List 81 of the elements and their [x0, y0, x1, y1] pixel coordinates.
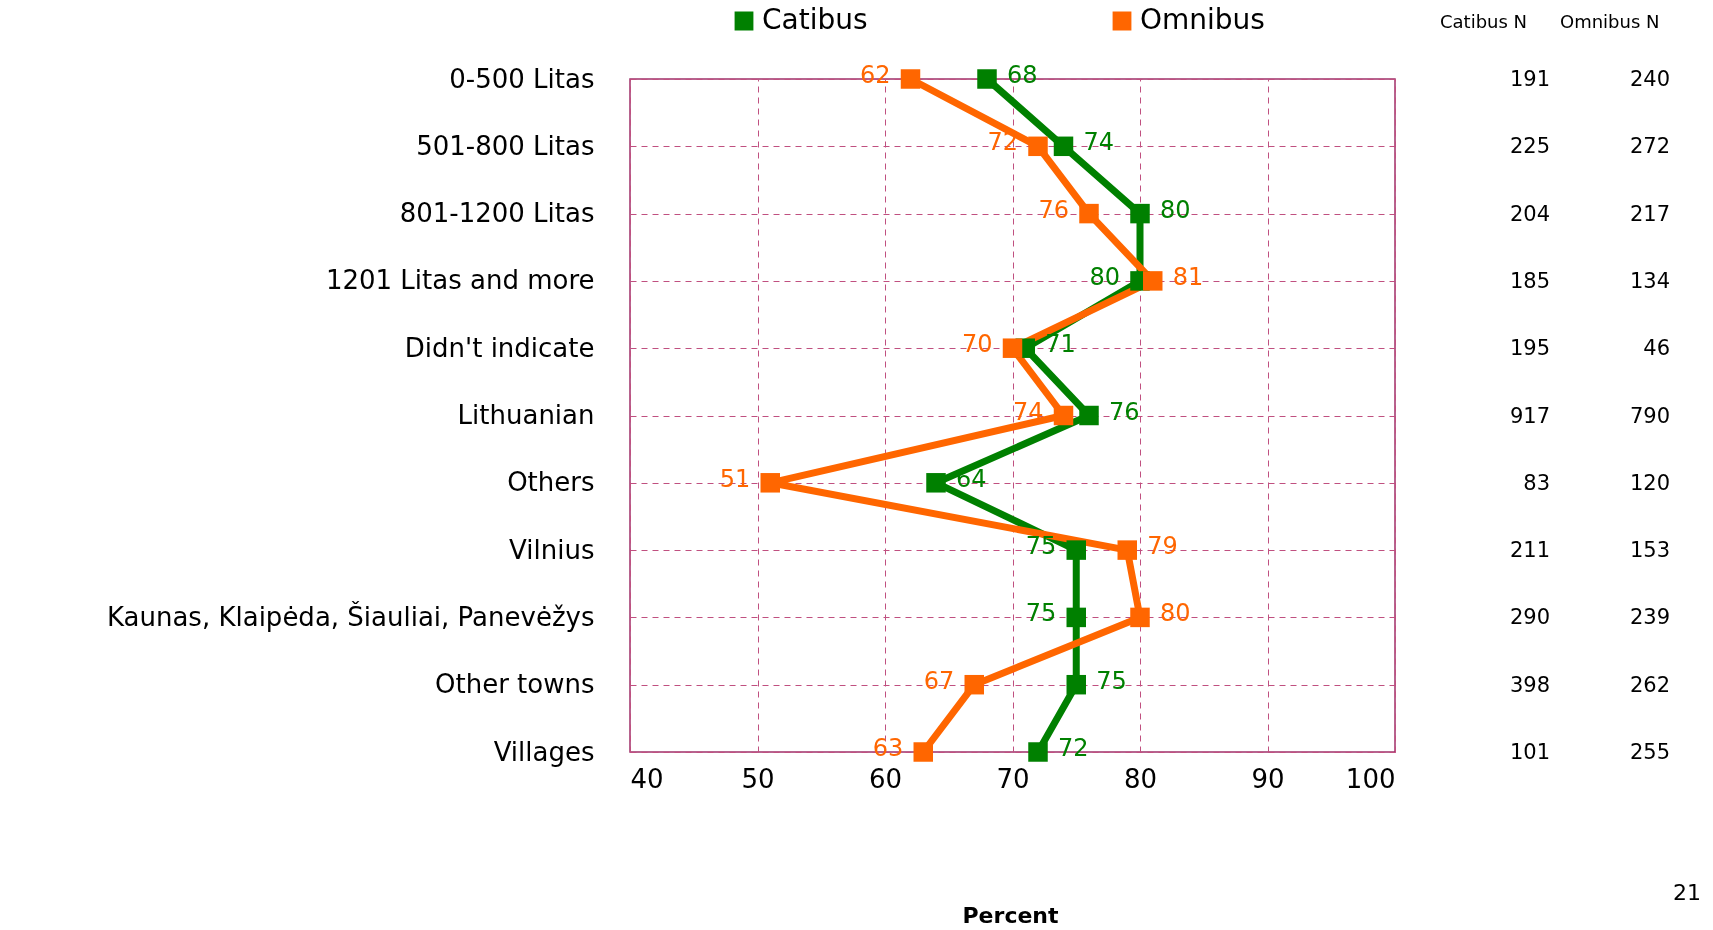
data-label: 76: [1109, 397, 1140, 426]
legend-label: Omnibus: [1140, 3, 1265, 36]
y-tick-label: Villages: [493, 736, 595, 767]
data-label: 80: [1160, 599, 1191, 628]
data-label: 75: [1096, 666, 1127, 695]
data-label: 74: [1083, 128, 1115, 157]
y-tick-label: 501-800 Litas: [416, 130, 595, 161]
data-label: 74: [1012, 397, 1044, 426]
x-tick-label: 80: [1123, 763, 1158, 794]
point: [977, 69, 997, 89]
point: [1066, 674, 1086, 695]
y-tick-label: 801-1200 Litas: [399, 198, 595, 229]
text: 272: [1628, 134, 1670, 159]
text: 398: [1508, 672, 1550, 697]
text: Percent: [962, 903, 1059, 928]
point: [1079, 203, 1099, 224]
text: 239: [1628, 605, 1670, 630]
y-tick-label: 0-500 Litas: [449, 63, 595, 94]
point: [760, 473, 780, 493]
data-label: 67: [923, 666, 955, 695]
x-tick-label: 100: [1345, 763, 1396, 794]
data-label: 76: [1038, 195, 1069, 224]
text: 101: [1508, 740, 1550, 764]
text: 191: [1508, 67, 1550, 91]
point: [1053, 136, 1074, 157]
point: [1066, 607, 1086, 628]
data-label: 80: [1089, 262, 1120, 291]
text: 255: [1628, 740, 1670, 764]
point: [1028, 742, 1048, 762]
data-label: 79: [1147, 532, 1178, 561]
text: 211: [1508, 538, 1550, 563]
text: 83: [1522, 470, 1550, 495]
point: [1143, 271, 1163, 291]
data-label: 80: [1160, 195, 1191, 224]
x-tick-label: 90: [1251, 763, 1285, 794]
point: [913, 742, 933, 762]
text: 195: [1508, 336, 1550, 361]
point: [1002, 338, 1023, 358]
point: [1130, 607, 1150, 628]
point: [1066, 540, 1086, 560]
text: 204: [1508, 201, 1550, 226]
x-tick-label: 40: [630, 763, 664, 794]
text: 790: [1628, 403, 1670, 428]
data-label: 75: [1025, 599, 1057, 628]
y-tick-label: 1201 Litas and more: [325, 265, 595, 296]
x-tick-label: 70: [996, 763, 1030, 794]
text: 290: [1508, 605, 1550, 630]
point: [900, 69, 921, 89]
data-label: 70: [961, 330, 993, 359]
y-tick-label: Lithuanian: [457, 400, 595, 430]
text: 217: [1628, 201, 1670, 226]
text: 46: [1642, 336, 1670, 361]
text: 120: [1628, 470, 1670, 495]
data-label: 75: [1025, 532, 1057, 561]
x-tick-label: 60: [868, 763, 903, 794]
y-tick-label: Kaunas, Klaipėda, Šiauliai, Panevėžys: [106, 600, 595, 632]
point: [1028, 136, 1048, 157]
text: 185: [1508, 268, 1550, 293]
text: 262: [1628, 672, 1670, 697]
point: [1117, 540, 1137, 560]
point: [964, 674, 984, 695]
y-tick-label: Other towns: [435, 669, 595, 700]
text: Catibus N: [1440, 11, 1528, 32]
x-tick-label: 50: [741, 763, 775, 794]
text: 21: [1673, 880, 1701, 905]
text: 917: [1508, 403, 1550, 428]
text: 153: [1628, 538, 1670, 563]
y-tick-label: Vilnius: [509, 534, 595, 565]
point: [1079, 405, 1099, 426]
text: 225: [1508, 134, 1550, 159]
legend-label: Catibus: [762, 3, 868, 36]
data-label: 51: [719, 464, 751, 493]
point: [1130, 203, 1150, 224]
point: [926, 473, 946, 493]
y-tick-label: Others: [507, 467, 595, 498]
y-tick-label: Didn't indicate: [404, 332, 595, 363]
text: 240: [1628, 67, 1670, 91]
data-label: 81: [1172, 262, 1204, 291]
point: [1053, 405, 1074, 426]
text: 134: [1628, 268, 1670, 293]
text: Omnibus N: [1560, 11, 1660, 32]
